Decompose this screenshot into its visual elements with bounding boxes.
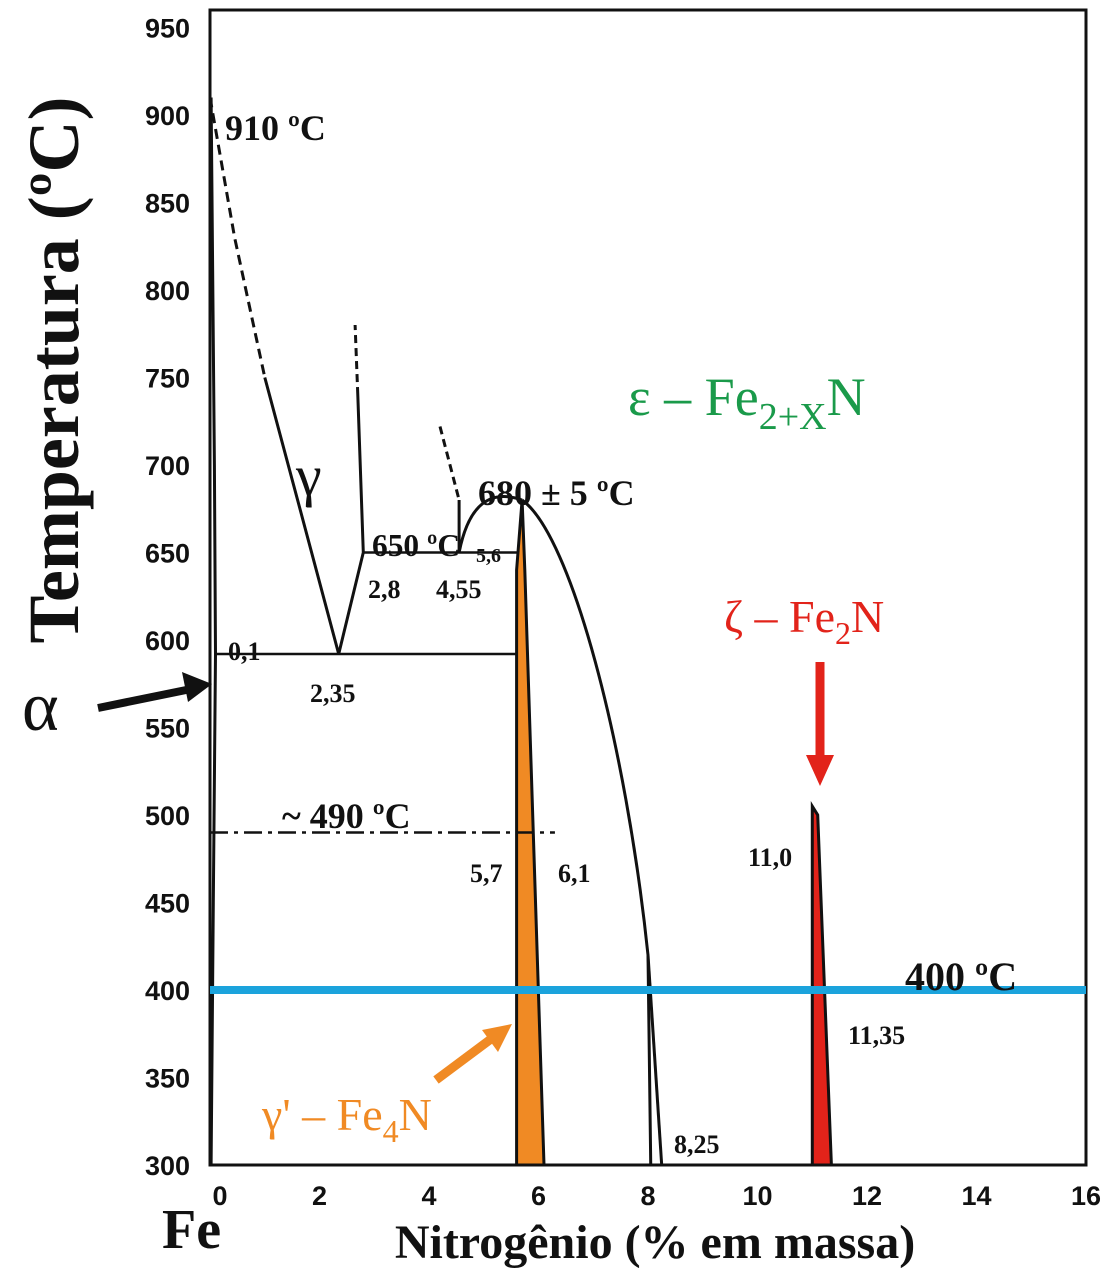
zeta-suffix: N — [851, 591, 884, 642]
x-tick-label: 2 — [312, 1181, 327, 1211]
label-6-1: 6,1 — [558, 859, 591, 888]
epsilon-sub: 2+X — [759, 396, 827, 438]
alpha-solvus-line — [211, 98, 215, 1166]
x-tick-label: 6 — [531, 1181, 546, 1211]
label-650: 650 ºC — [372, 527, 460, 563]
x-tick-label: 16 — [1071, 1181, 1101, 1211]
label-2-8: 2,8 — [368, 575, 401, 604]
epsilon-prefix: ε – Fe — [628, 367, 759, 427]
label-400: 400 ºC — [905, 954, 1017, 999]
x-tick-label: 8 — [640, 1181, 655, 1211]
y-tick-label: 450 — [145, 889, 190, 919]
label-11-0: 11,0 — [748, 843, 792, 872]
label-gamma-prime: γ' – Fe4N — [261, 1089, 432, 1149]
label-5-6: 5,6 — [476, 545, 501, 567]
y-tick-label: 550 — [145, 714, 190, 744]
label-gamma: γ — [295, 443, 322, 508]
epsilon-suffix: N — [827, 367, 866, 427]
gamma-prime-arrow — [436, 1024, 512, 1080]
label-5-7: 5,7 — [470, 859, 503, 888]
label-490: ~ 490 ºC — [282, 796, 411, 836]
x-tick-label: 14 — [961, 1181, 991, 1211]
gamma-prime-sub: 4 — [383, 1113, 399, 1149]
y-tick-label: 950 — [145, 14, 190, 44]
x-tick-label: 12 — [852, 1181, 882, 1211]
y-tick-label: 600 — [145, 626, 190, 656]
y-tick-label: 750 — [145, 364, 190, 394]
y-tick-label: 350 — [145, 1064, 190, 1094]
y-axis-title: Temperatura (ºC) — [14, 97, 94, 644]
label-910: 910 ºC — [225, 108, 326, 148]
zeta-sub: 2 — [835, 615, 851, 651]
label-epsilon: ε – Fe2+XN — [628, 367, 866, 438]
gamma-left-line — [265, 378, 339, 655]
label-alpha: α — [22, 669, 59, 746]
gamma-prime-suffix: N — [399, 1089, 432, 1140]
x-origin-label: Fe — [162, 1199, 221, 1261]
x-axis-title: Nitrogênio (% em massa) — [395, 1216, 915, 1269]
gamma-right-line — [339, 395, 364, 654]
x-tick-label: 10 — [742, 1181, 772, 1211]
x-axis-ticks: 0 2 4 6 8 10 12 14 16 — [212, 1181, 1101, 1211]
y-tick-label: 300 — [145, 1151, 190, 1181]
label-8-25: 8,25 — [674, 1130, 720, 1159]
label-4-55: 4,55 — [436, 575, 482, 604]
zeta-prefix: ζ – Fe — [724, 591, 835, 642]
label-680: 680 ± 5 ºC — [478, 473, 635, 513]
x-tick-label: 4 — [421, 1181, 436, 1211]
y-tick-label: 900 — [145, 101, 190, 131]
y-tick-label: 700 — [145, 451, 190, 481]
label-11-35: 11,35 — [848, 1021, 905, 1050]
alpha-arrow — [98, 672, 212, 708]
label-zeta: ζ – Fe2N — [724, 591, 884, 651]
gamma-right-dashed — [355, 325, 358, 395]
y-tick-label: 650 — [145, 539, 190, 569]
y-tick-label: 800 — [145, 276, 190, 306]
y-axis-ticks: 300 350 400 450 500 550 600 650 700 750 800 850 900 9… — [145, 14, 190, 1182]
label-0-1: 0,1 — [228, 637, 261, 666]
label-2-35: 2,35 — [310, 679, 356, 708]
y-tick-label: 500 — [145, 801, 190, 831]
y-tick-label: 400 — [145, 976, 190, 1006]
y-tick-label: 850 — [145, 189, 190, 219]
zeta-arrow — [806, 662, 834, 786]
gamma-prime-prefix: γ' – Fe — [261, 1089, 383, 1140]
eps-left-dashed — [440, 427, 459, 501]
zeta-band — [812, 806, 831, 1165]
